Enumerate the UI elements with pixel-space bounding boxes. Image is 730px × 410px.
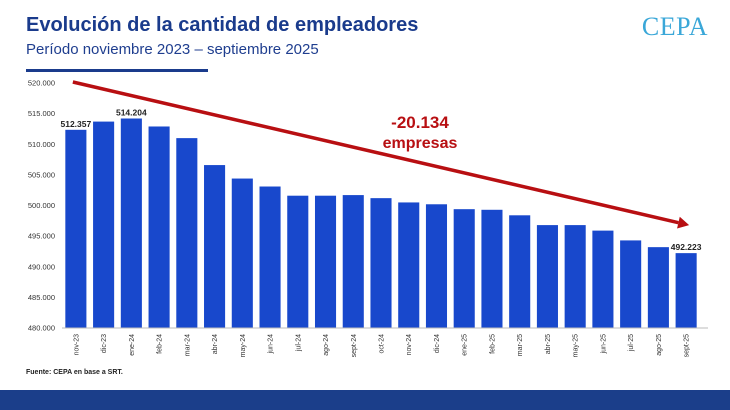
x-tick-label: nov-23 [73, 334, 80, 356]
arrow-shaft [72, 80, 679, 225]
x-tick-label: jun-25 [600, 334, 607, 355]
bar [592, 230, 614, 328]
x-tick-label: may-24 [240, 334, 247, 357]
bar [93, 121, 115, 329]
chart-title: Evolución de la cantidad de empleadores [26, 14, 419, 36]
bar [370, 198, 392, 328]
bar [564, 225, 586, 328]
y-tick-label: 510.000 [28, 140, 55, 149]
y-tick-label: 480.000 [28, 324, 55, 333]
x-tick-label: may-25 [573, 334, 580, 357]
bar [675, 253, 697, 328]
annotation-value: -20.134 [391, 113, 449, 132]
y-tick-label: 520.000 [28, 79, 55, 88]
bar [120, 118, 142, 328]
bar [425, 204, 448, 328]
annotation: -20.134 empresas [383, 113, 458, 152]
footer-bar [0, 390, 730, 410]
bar [536, 225, 558, 328]
y-tick-label: 485.000 [28, 293, 55, 302]
y-tick-label: 515.000 [28, 109, 55, 118]
x-axis: nov-23 dic-23 ene-24 feb-24 mar-24 abr-24 may-… [62, 327, 708, 357]
data-label: 492.223 [671, 242, 702, 252]
bar [314, 195, 337, 328]
y-axis: 480.000 485.000 490.000 495.000 500.000 505.0… [28, 79, 55, 333]
data-label: 514.204 [116, 108, 147, 118]
x-tick-label: jul-24 [295, 334, 302, 352]
x-tick-label: sept-24 [351, 334, 358, 357]
bar [481, 209, 503, 328]
x-tick-label: mar-25 [517, 334, 524, 356]
x-tick-label: abr-25 [545, 334, 552, 354]
cepa-logo: CEPA [642, 12, 708, 42]
x-tick-label: mar-24 [184, 334, 191, 356]
y-tick-label: 500.000 [28, 201, 55, 210]
bar [620, 240, 642, 328]
chart-subtitle: Período noviembre 2023 – septiembre 2025 [26, 41, 319, 58]
title-underline [26, 69, 208, 72]
annotation-text: empresas [383, 135, 458, 152]
trend-arrow [72, 80, 690, 229]
x-tick-label: oct-24 [379, 334, 386, 354]
x-tick-label: jul-25 [628, 334, 635, 352]
bar [647, 247, 669, 328]
x-tick-label: dic-23 [101, 334, 108, 353]
bar [148, 126, 170, 328]
arrow-head [677, 216, 690, 229]
x-tick-label: sept-25 [684, 334, 691, 357]
x-tick-label: dic-24 [434, 334, 441, 353]
bar [453, 209, 475, 328]
x-tick-label: ene-24 [129, 334, 136, 356]
x-tick-label: ago-25 [656, 334, 663, 356]
bar [231, 178, 253, 328]
data-label: 512.357 [61, 119, 92, 129]
bars [65, 118, 697, 329]
bar [204, 165, 226, 328]
logo-text: CEPA [641, 12, 708, 41]
bar [176, 138, 198, 328]
bar [509, 215, 531, 328]
y-tick-label: 495.000 [28, 232, 55, 241]
x-tick-label: feb-25 [489, 334, 496, 354]
bar [398, 202, 420, 328]
bar-chart: 480.000 485.000 490.000 495.000 500.000 505.0… [28, 79, 708, 357]
bar [259, 186, 281, 328]
bar [342, 195, 364, 328]
bar [287, 195, 309, 328]
data-labels: 512.357 514.204 492.223 [61, 108, 702, 253]
x-tick-label: abr-24 [212, 334, 219, 354]
bar [65, 129, 87, 328]
y-tick-label: 490.000 [28, 262, 55, 271]
x-tick-label: nov-24 [406, 334, 413, 356]
source-note: Fuente: CEPA en base a SRT. [26, 369, 123, 376]
x-tick-label: jun-24 [268, 334, 275, 355]
x-tick-label: feb-24 [157, 334, 164, 354]
y-tick-label: 505.000 [28, 170, 55, 179]
x-tick-label: ene-25 [462, 334, 469, 356]
x-tick-label: ago-24 [323, 334, 330, 356]
